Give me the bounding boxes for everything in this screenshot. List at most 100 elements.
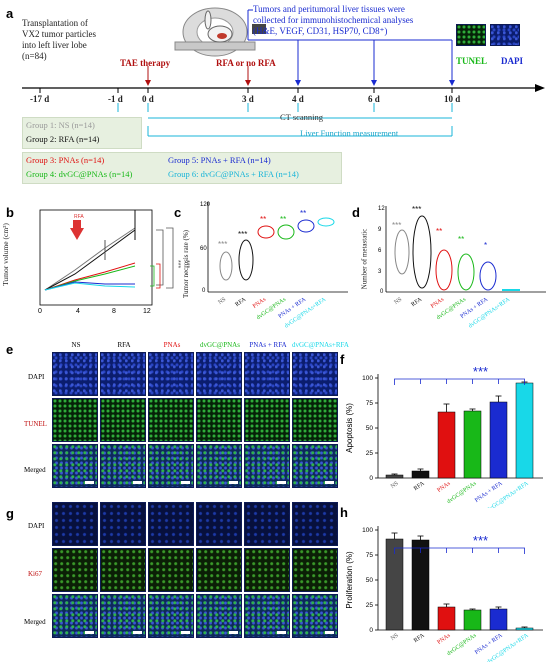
panel-g-image-r0-c3 (196, 502, 242, 546)
tunel-label: TUNEL (456, 56, 488, 66)
panel-f-letter: f (340, 352, 345, 367)
panel-e-image-r2-c4 (244, 444, 290, 488)
panel-g-scale-bar (181, 631, 190, 634)
significance-stars: *** (473, 533, 488, 548)
x-category-label-3: dvGC@PNAs (446, 632, 478, 657)
category-label-c-2: PNAs (252, 296, 268, 310)
panel-d-ytick-6: 6 (378, 248, 382, 254)
panel-e-image-r2-c5 (292, 444, 338, 488)
panel-d-star-pnas: ** (436, 227, 442, 236)
panel-e-column-label-4: PNAs + RFA (249, 341, 287, 349)
group-6-label: Group 6: dvGC@PNAs + RFA (n=14) (168, 169, 299, 179)
ct-scanner-illustration (174, 7, 266, 57)
bar-4 (489, 608, 508, 631)
panel-e-image-r0-c0 (52, 352, 98, 396)
panel-e-image-r0-c1 (100, 352, 146, 396)
significance-bracket (394, 378, 525, 385)
panel-b-xtick-4: 4 (76, 308, 80, 315)
timeline-arrowhead (535, 84, 545, 92)
collection-line-3: (H&E, VEGF, CD31, HSP70, CD8⁺) (253, 26, 388, 36)
panel-g-image-r2-c1 (100, 594, 146, 638)
panel-c-star-pnas-rfa: ** (300, 209, 306, 218)
y-tick-label: 100 (362, 375, 373, 382)
y-tick-label: 0 (369, 627, 373, 634)
group-box-3-6 (22, 152, 342, 184)
panel-e-image-r2-c2 (148, 444, 194, 488)
rfa-label: RFA or no RFA (216, 58, 276, 68)
panel-e-image-r0-c4 (244, 352, 290, 396)
panel-e-image-r1-c5 (292, 398, 338, 442)
group-box-1-2 (22, 117, 142, 149)
panel-e-row-merged: Merged (24, 466, 46, 474)
panel-e-image-r0-c3 (196, 352, 242, 396)
panel-e-column-label-1: RFA (117, 341, 131, 349)
panel-g-image-r2-c2 (148, 594, 194, 638)
group-5-label: Group 5: PNAs + RFA (n=14) (168, 155, 271, 165)
x-category-label-3: dvGC@PNAs (446, 480, 478, 505)
curve-dvgc-rfa (44, 282, 136, 291)
collection-line-1: Tumors and peritumoral liver tissues wer… (253, 4, 405, 14)
day-label-3: 3 d (242, 94, 254, 104)
panel-e-scale-bar (229, 481, 238, 484)
y-tick-label: 25 (366, 602, 374, 609)
panel-e-column-label-2: PNAs (163, 341, 181, 349)
panel-c-chart: 120 60 0 *** *** ** ** ** (200, 202, 348, 294)
y-tick-label: 100 (362, 527, 373, 534)
category-label-c-0: NS (217, 297, 227, 306)
panel-c-star-dvgc: ** (280, 215, 286, 224)
panel-b-letter: b (6, 205, 14, 220)
significance-stars: *** (473, 364, 488, 379)
panel-g-image-r0-c4 (244, 502, 290, 546)
panel-c-ylabel: Tumor necrosis rate (%) (181, 230, 190, 298)
panel-g-image-r0-c1 (100, 502, 146, 546)
panel-e-letter: e (6, 342, 14, 357)
panel-e-image-r1-c0 (52, 398, 98, 442)
day-label-0: 0 d (142, 94, 154, 104)
panel-g-image-r2-c4 (244, 594, 290, 638)
panel-e-image-r2-c1 (100, 444, 146, 488)
x-category-label-1: RFA (413, 632, 426, 644)
panel-c-ytick-60: 60 (200, 246, 207, 252)
x-category-label-0: NS (390, 481, 400, 490)
rfa-arrow-label: RFA (74, 214, 84, 220)
group-4-label: Group 4: dvGC@PNAs (n=14) (26, 169, 133, 179)
panel-g-image-r2-c3 (196, 594, 242, 638)
rfa-arrow-icon (70, 228, 84, 240)
panel-g-image-r1-c1 (100, 548, 146, 592)
group-2-label: Group 2: RFA (n=14) (26, 134, 100, 144)
day-label-minus17: -17 d (30, 94, 50, 104)
violin-ns (219, 251, 233, 281)
bar-0 (385, 474, 404, 479)
category-label-d-1: RFA (411, 296, 424, 308)
panel-e-scale-bar (181, 481, 190, 484)
bar-1 (411, 470, 430, 479)
panel-b-xtick-12: 12 (143, 308, 151, 315)
timeline (22, 9, 545, 137)
panel-e-row-dapi: DAPI (28, 373, 45, 381)
panel-e-image-r2-c0 (52, 444, 98, 488)
transplant-line-1: Transplantation of (22, 18, 88, 28)
panel-e-image-r1-c1 (100, 398, 146, 442)
dapi-thumbnail (490, 24, 520, 46)
panel-g-image-r0-c5 (292, 502, 338, 546)
category-label-d-5: dvGC@PNAs+RFA (468, 296, 512, 329)
ct-scanning-label: CT scanning (280, 112, 324, 122)
panel-g-image-r2-c5 (292, 594, 338, 638)
bar-5 (515, 627, 534, 631)
panel-c-star-ns: *** (218, 240, 227, 249)
y-tick-label: 50 (366, 425, 374, 432)
violin-dvgc-rfa (317, 217, 335, 227)
collection-text: Tumors and peritumoral liver tissues wer… (253, 4, 413, 37)
bar-3 (463, 410, 482, 479)
panel-g-image-r1-c4 (244, 548, 290, 592)
violin-pnas (257, 225, 275, 239)
panel-b-xtick-0: 0 (38, 308, 42, 315)
panel-h-letter: h (340, 505, 348, 520)
violin-rfa (238, 239, 254, 281)
group-1-label: Group 1: NS (n=14) (26, 120, 95, 130)
x-category-label-2: PNAs (436, 480, 452, 494)
panel-e-column-label-3: dvGC@PNAs (200, 341, 240, 349)
panel-g-image-r1-c5 (292, 548, 338, 592)
transplant-line-2: VX2 tumor particles (22, 29, 96, 39)
panel-g-letter: g (6, 506, 14, 521)
